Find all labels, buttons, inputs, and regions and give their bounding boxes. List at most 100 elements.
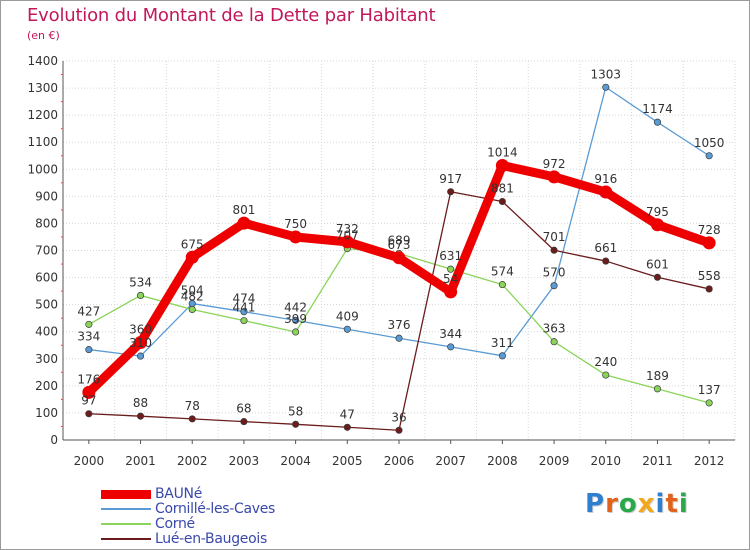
data-label: 732 — [336, 222, 359, 236]
data-label: 689 — [388, 233, 411, 247]
series-point — [447, 343, 455, 351]
x-tick-label: 2009 — [539, 454, 570, 468]
series-point — [705, 399, 713, 407]
chart-unit: (en €) — [27, 29, 60, 42]
series-point-main — [289, 230, 303, 244]
data-label: 68 — [236, 402, 251, 416]
data-label: 363 — [543, 322, 566, 336]
logo-letter: i — [655, 489, 666, 519]
y-tick-label: 100 — [35, 406, 58, 420]
series-point — [85, 410, 93, 418]
data-label: 189 — [646, 369, 669, 383]
series-point — [188, 415, 196, 423]
series-point — [395, 334, 403, 342]
series-point — [705, 285, 713, 293]
data-label: 534 — [129, 275, 152, 289]
data-label: 795 — [646, 205, 669, 219]
data-label: 344 — [439, 327, 462, 341]
series-point — [602, 371, 610, 379]
series-point — [85, 320, 93, 328]
data-label: 482 — [181, 290, 204, 304]
series-point — [188, 305, 196, 314]
series-point-main — [444, 285, 458, 299]
data-label: 558 — [698, 269, 721, 283]
series-point-main — [599, 185, 613, 199]
x-tick-label: 2002 — [177, 454, 208, 468]
series-point — [653, 118, 662, 126]
data-label: 916 — [594, 172, 617, 186]
data-label: 675 — [181, 237, 204, 251]
data-label: 441 — [232, 301, 255, 315]
series-point-main — [185, 250, 199, 264]
data-label: 310 — [129, 336, 152, 350]
x-tick-label: 2000 — [74, 454, 105, 468]
x-tick-label: 2001 — [125, 454, 156, 468]
series-point — [550, 246, 558, 254]
y-tick-label: 1100 — [27, 135, 58, 149]
legend-swatch — [101, 508, 151, 510]
y-tick-label: 200 — [35, 379, 58, 393]
series-point — [498, 352, 506, 360]
data-label: 58 — [288, 404, 303, 418]
series-point — [395, 426, 403, 434]
series-point — [602, 257, 610, 265]
logo-letter: o — [618, 489, 638, 519]
logo-letter: r — [605, 489, 619, 519]
data-label: 334 — [77, 330, 100, 344]
series-point — [602, 83, 610, 91]
data-label: 409 — [336, 309, 359, 323]
proxiti-logo: Proxiti — [585, 489, 689, 519]
data-label: 474 — [232, 292, 255, 306]
data-label: 631 — [439, 249, 462, 263]
data-label: 661 — [594, 241, 617, 255]
data-label: 427 — [77, 304, 100, 318]
series-point — [343, 423, 351, 431]
data-label: 1174 — [642, 102, 673, 116]
y-tick-label: 1300 — [27, 81, 58, 95]
data-label: 240 — [594, 355, 617, 369]
data-label: 311 — [491, 336, 514, 350]
series-point — [292, 316, 300, 324]
data-label: 728 — [698, 223, 721, 237]
series-point-main — [650, 218, 664, 232]
series-point — [240, 308, 248, 316]
series-point — [550, 338, 558, 346]
data-label: 574 — [491, 265, 514, 279]
series-point-main — [237, 216, 251, 230]
series-point — [653, 273, 662, 281]
y-tick-label: 1000 — [27, 162, 58, 176]
data-label: 360 — [129, 323, 152, 337]
y-tick-label: 1200 — [27, 108, 58, 122]
series-point — [705, 152, 713, 160]
series-point-main — [392, 251, 406, 265]
series-point — [136, 352, 145, 360]
data-label: 137 — [698, 383, 721, 397]
y-tick-label: 600 — [35, 271, 58, 285]
y-tick-label: 0 — [50, 433, 58, 447]
data-label: 176 — [77, 372, 100, 386]
data-label: 707 — [336, 229, 359, 243]
data-label: 504 — [181, 284, 204, 298]
data-label: 1050 — [694, 136, 725, 150]
legend-swatch — [101, 523, 151, 525]
chart-title: Evolution du Montant de la Dette par Hab… — [27, 5, 436, 26]
x-tick-label: 2003 — [229, 454, 260, 468]
x-tick-label: 2011 — [642, 454, 673, 468]
y-tick-label: 500 — [35, 298, 58, 312]
data-label: 88 — [133, 396, 148, 410]
data-label: 78 — [185, 399, 200, 413]
legend-label: Corné — [155, 516, 195, 532]
x-tick-label: 2010 — [590, 454, 621, 468]
legend-label: Cornillé-les-Caves — [155, 501, 276, 517]
series-point-main — [82, 385, 96, 399]
data-label: 570 — [543, 266, 566, 280]
data-label: 1014 — [487, 145, 518, 159]
series-point — [447, 265, 455, 273]
y-tick-label: 700 — [35, 244, 58, 258]
data-label: 881 — [491, 182, 514, 196]
y-tick-label: 400 — [35, 325, 58, 339]
x-tick-label: 2004 — [280, 454, 311, 468]
data-label: 399 — [284, 312, 307, 326]
